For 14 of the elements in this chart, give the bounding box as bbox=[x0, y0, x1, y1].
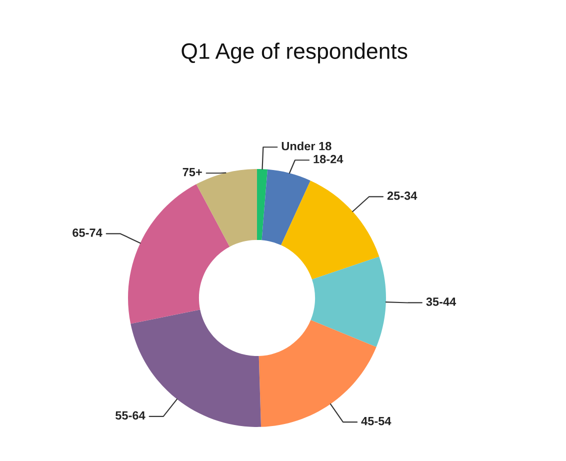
slice-label: 25-34 bbox=[387, 192, 418, 200]
slice-label: Under 18 bbox=[282, 142, 332, 150]
slice-label: 45-54 bbox=[361, 417, 392, 426]
donut-slice bbox=[281, 180, 380, 280]
donut-slice bbox=[310, 256, 386, 347]
donut-slice bbox=[262, 169, 310, 246]
slice-label: 55-64 bbox=[116, 411, 146, 420]
slice-label: 35-44 bbox=[426, 298, 456, 306]
slice-label: 65-74 bbox=[72, 228, 102, 237]
donut-slice bbox=[128, 184, 230, 324]
slice-label: 18-24 bbox=[314, 154, 344, 164]
chart-title: Q1 Age of respondents bbox=[182, 42, 408, 64]
donut-slice bbox=[257, 169, 268, 240]
slice-label: 75+ bbox=[182, 168, 202, 176]
